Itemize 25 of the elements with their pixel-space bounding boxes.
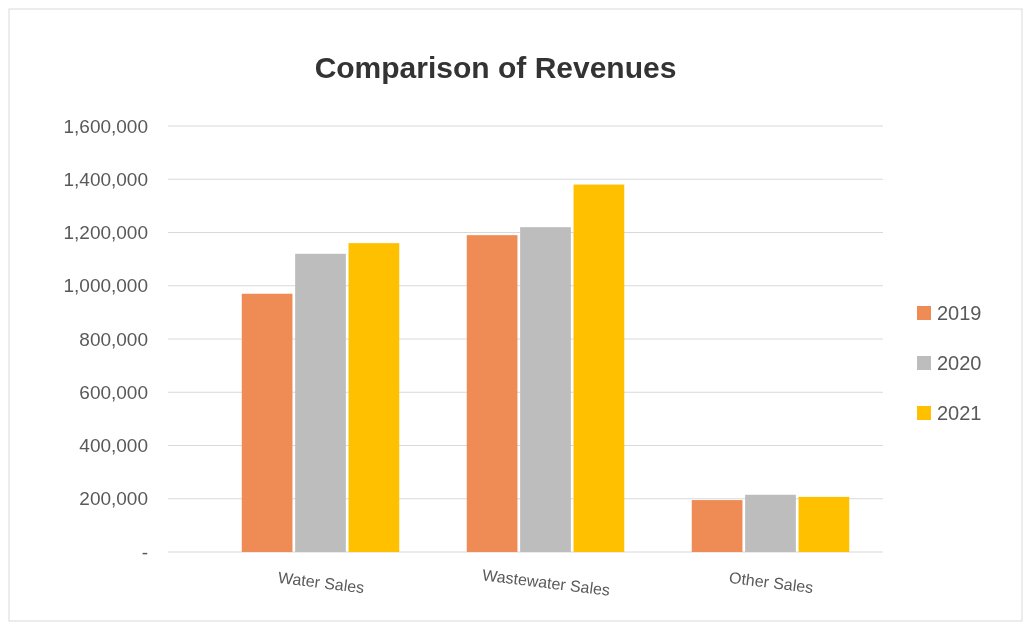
bar — [295, 253, 346, 552]
x-tick-label: Water Sales — [277, 568, 366, 597]
x-tick-label: Wastewater Sales — [481, 566, 611, 599]
legend-label: 2021 — [937, 402, 982, 424]
y-tick-label: 600,000 — [79, 381, 148, 403]
chart-title: Comparison of Revenues — [314, 51, 677, 84]
y-tick-label: 1,200,000 — [63, 222, 148, 244]
bar — [520, 227, 571, 552]
bar — [466, 235, 518, 552]
bar — [691, 500, 743, 552]
bar — [348, 243, 400, 552]
x-tick-label: Other Sales — [728, 568, 815, 597]
y-tick-label: 200,000 — [79, 488, 148, 510]
legend-label: 2019 — [937, 302, 982, 324]
bar — [745, 494, 796, 552]
y-tick-label: - — [141, 541, 148, 563]
bar — [241, 293, 293, 552]
legend-label: 2020 — [937, 352, 982, 374]
y-tick-label: 400,000 — [79, 435, 148, 457]
bar — [573, 184, 625, 552]
bar — [798, 496, 850, 552]
y-tick-label: 800,000 — [79, 328, 148, 350]
y-tick-label: 1,400,000 — [63, 168, 148, 190]
y-tick-label: 1,000,000 — [63, 275, 148, 297]
y-tick-label: 1,600,000 — [63, 115, 148, 137]
